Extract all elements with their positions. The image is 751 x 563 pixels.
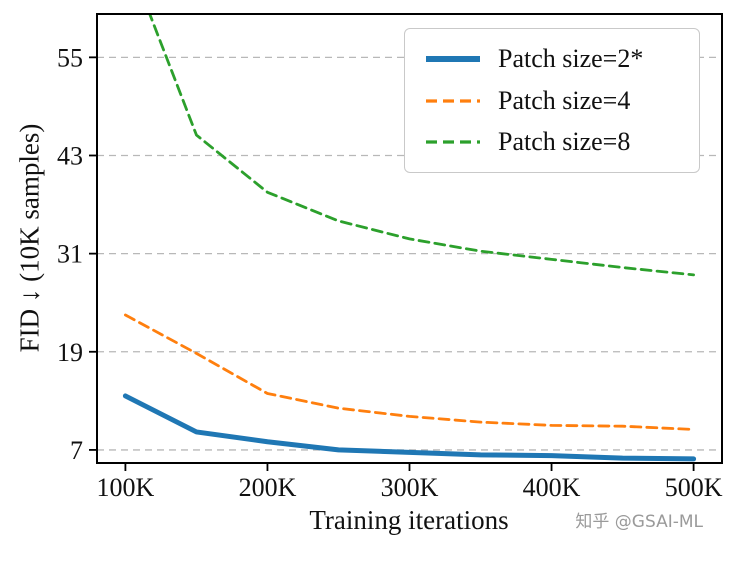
legend-label: Patch size=4 xyxy=(498,85,631,115)
x-axis-label: Training iterations xyxy=(309,505,509,535)
x-tick-label: 300K xyxy=(381,473,439,502)
y-tick-label: 19 xyxy=(57,338,83,367)
axis-ticks xyxy=(89,56,695,471)
legend-label: Patch size=8 xyxy=(498,127,631,157)
series-line-patch-size-4 xyxy=(124,313,695,431)
watermark: 知乎 @GSAI-ML xyxy=(575,512,703,532)
y-tick-label: 31 xyxy=(57,240,83,269)
legend: Patch size=2* Patch size=4 Patch size=8 xyxy=(404,28,700,173)
x-tick-label: 400K xyxy=(523,473,581,502)
x-tick-label: 200K xyxy=(239,473,297,502)
series-line-patch-size-8 xyxy=(148,14,695,277)
data-series-lines xyxy=(122,14,697,462)
legend-item-patch4: Patch size=4 xyxy=(405,81,699,123)
y-tick-label: 7 xyxy=(70,436,83,465)
legend-item-patch2: Patch size=2* xyxy=(405,39,699,81)
legend-label: Patch size=2* xyxy=(498,44,644,73)
x-tick-label: 500K xyxy=(665,473,723,502)
y-tick-label: 43 xyxy=(57,141,83,170)
axis-tick-labels: 100K 200K 300K 400K 500K 7 19 31 43 55 xyxy=(57,43,723,502)
y-axis-label: FID ↓ (10K samples) xyxy=(14,123,45,353)
legend-item-patch8: Patch size=8 xyxy=(405,122,699,164)
x-tick-label: 100K xyxy=(97,473,155,502)
legend-line-sample-patch4 xyxy=(426,99,480,103)
series-line-patch-size-2- xyxy=(122,393,697,462)
legend-line-sample-patch8 xyxy=(426,140,480,145)
legend-line-sample-patch2 xyxy=(426,56,480,63)
y-tick-label: 55 xyxy=(57,43,83,72)
